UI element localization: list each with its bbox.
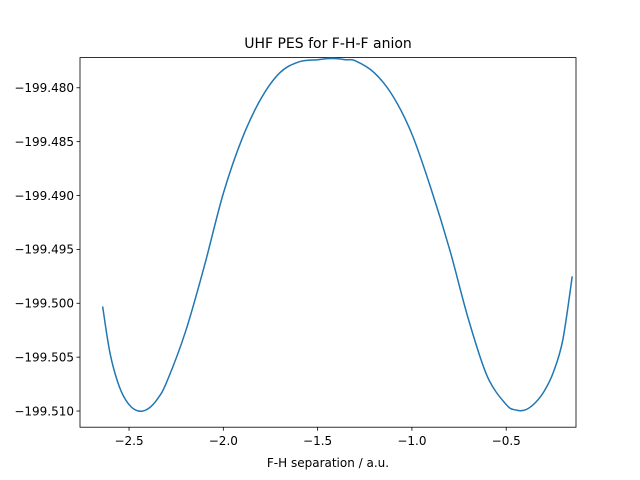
plot-frame: [79, 57, 577, 428]
series-layer: [101, 57, 573, 413]
y-tick-label: −199.500: [14, 297, 74, 311]
series-line-0: [101, 57, 573, 413]
chart-title: UHF PES for F-H-F anion: [244, 36, 412, 52]
y-tick-label: −199.495: [14, 243, 74, 257]
x-axis: −2.5 −2.0 −1.5 −1.0 −0.5: [114, 427, 521, 448]
x-tick-label: −1.0: [397, 434, 426, 448]
y-axis: −199.480 −199.485 −199.490 −199.495 −199.500…: [14, 81, 80, 418]
y-tick-label: −199.485: [14, 135, 74, 149]
x-tick-label: −1.5: [303, 434, 332, 448]
y-tick-label: −199.490: [14, 189, 74, 203]
x-axis-label: F-H separation / a.u.: [267, 456, 389, 470]
y-tick-label: −199.480: [14, 81, 74, 95]
y-tick-label: −199.505: [14, 350, 74, 364]
x-tick-label: −0.5: [492, 434, 521, 448]
x-tick-label: −2.5: [114, 434, 143, 448]
y-tick-label: −199.510: [14, 404, 74, 418]
x-tick-label: −2.0: [209, 434, 238, 448]
